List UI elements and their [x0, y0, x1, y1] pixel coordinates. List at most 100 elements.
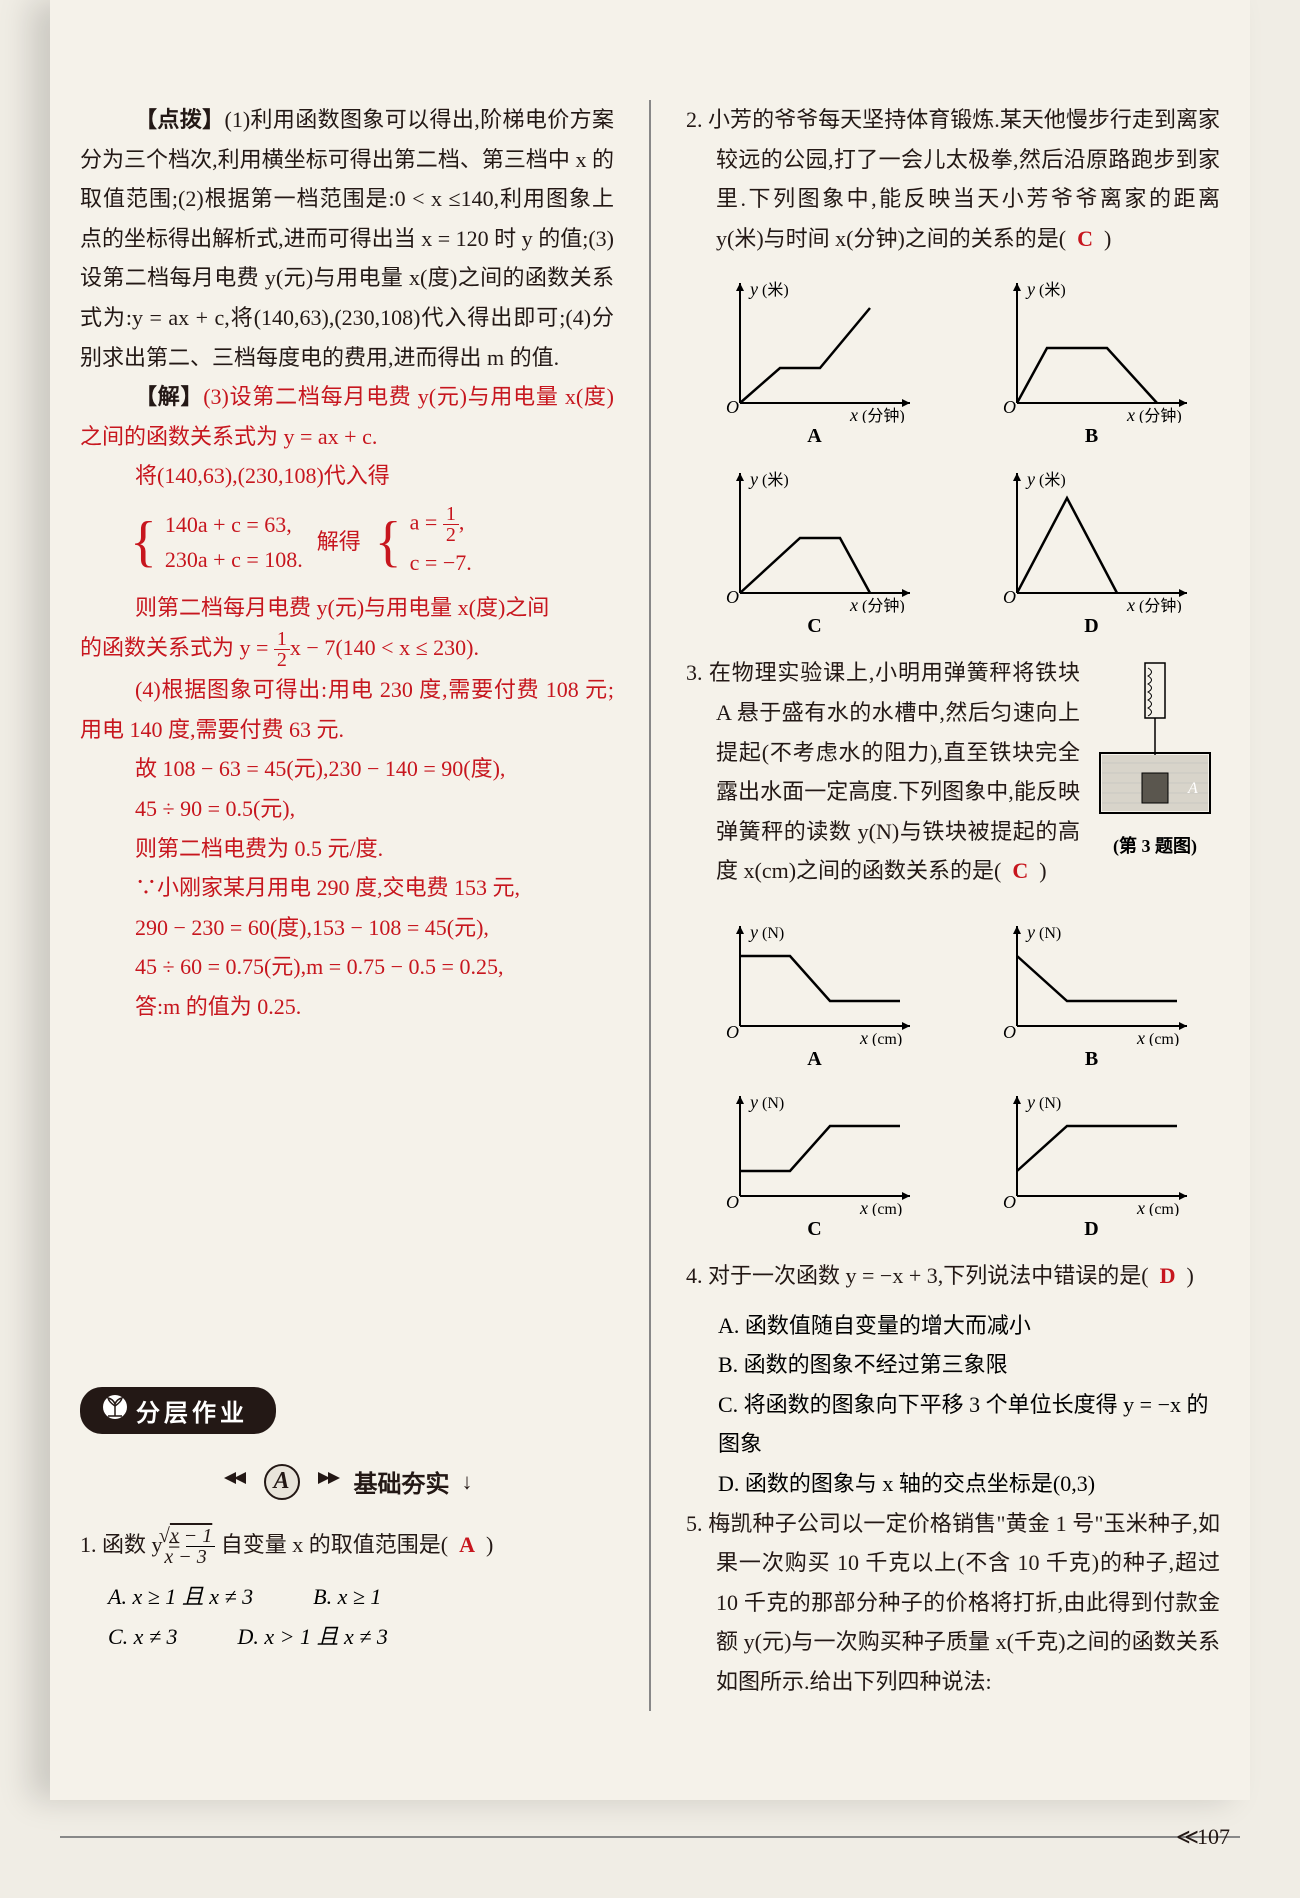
- q3-label-d: D: [987, 1218, 1197, 1241]
- label-d-2: D: [987, 615, 1197, 638]
- dianbao-paragraph: 【点拨】(1)利用函数图象可以得出,阶梯电价方案分为三个档次,利用横坐标可得出第…: [80, 100, 614, 377]
- svg-text:y: y: [1025, 922, 1035, 942]
- svg-text:y: y: [748, 922, 758, 942]
- section-header: 分层作业: [80, 1387, 614, 1434]
- svg-text:x: x: [859, 1028, 868, 1046]
- jie-part1: 【解】(3)设第二档每月电费 y(元)与用电量 x(度)之间的函数关系式为 y …: [80, 377, 614, 456]
- dianbao-label: 【点拨】: [135, 107, 225, 132]
- q3-figure: A (第 3 题图): [1090, 658, 1220, 858]
- svg-text:(cm): (cm): [872, 1031, 902, 1046]
- svg-text:(N): (N): [762, 1095, 784, 1112]
- q3-graphs-row1: O y(N) x(cm) A O y(N) x(c: [686, 916, 1220, 1071]
- section-title: 分层作业: [136, 1393, 248, 1428]
- solve-word: 解得: [317, 522, 361, 562]
- jie-calc7: 答:m 的值为 0.25.: [80, 987, 614, 1027]
- q4-opt-d: D. 函数的图象与 x 轴的交点坐标是(0,3): [718, 1464, 1220, 1504]
- q4-opt-c: C. 将函数的图象向下平移 3 个单位长度得 y = −x 的图象: [718, 1385, 1220, 1464]
- double-arrow-left-icon: [222, 1468, 252, 1495]
- svg-text:y: y: [748, 1092, 758, 1112]
- two-columns: 【点拨】(1)利用函数图象可以得出,阶梯电价方案分为三个档次,利用横坐标可得出第…: [80, 100, 1220, 1711]
- svg-text:A: A: [1187, 780, 1198, 797]
- jie-calc3: 则第二档电费为 0.5 元/度.: [80, 829, 614, 869]
- double-arrow-right-icon: [312, 1468, 342, 1495]
- svg-text:(cm): (cm): [1149, 1201, 1179, 1216]
- jie-line2: 将(140,63),(230,108)代入得: [80, 456, 614, 496]
- q3-graph-d: O y(N) x(cm) D: [987, 1086, 1197, 1241]
- q3-label-c: C: [710, 1218, 920, 1241]
- svg-text:(cm): (cm): [872, 1201, 902, 1216]
- label-a: A: [710, 425, 920, 448]
- svg-text:(N): (N): [762, 925, 784, 942]
- svg-text:O: O: [726, 1192, 739, 1212]
- footer-divider: [60, 1836, 1240, 1838]
- dianbao-text: (1)利用函数图象可以得出,阶梯电价方案分为三个档次,利用横坐标可得出第二档、第…: [80, 107, 614, 370]
- q4-answer: D: [1160, 1263, 1176, 1288]
- svg-text:(米): (米): [1039, 281, 1066, 299]
- svg-text:x: x: [1126, 405, 1135, 423]
- q3-graph-b: O y(N) x(cm) B: [987, 916, 1197, 1071]
- q1-answer: A: [459, 1532, 475, 1557]
- q1-opt-a: A. x ≥ 1 且 x ≠ 3: [108, 1577, 253, 1617]
- question-1: 1. 函数 y = √x − 1 x − 3 自变量 x 的取值范围是( A ): [80, 1525, 614, 1567]
- q3-graph-a: O y(N) x (cm) A: [710, 916, 920, 1071]
- eq-lines-2: a = 1 2 , c = −7.: [410, 504, 472, 580]
- jie-calc5: 290 − 230 = 60(度),153 − 108 = 45(元),: [80, 908, 614, 948]
- q3-answer: C: [1012, 858, 1028, 883]
- sub-header: A 基础夯实 ↓: [80, 1464, 614, 1500]
- svg-text:x: x: [1136, 1028, 1145, 1046]
- q1-fraction: √x − 1 x − 3: [186, 1526, 215, 1567]
- left-column: 【点拨】(1)利用函数图象可以得出,阶梯电价方案分为三个档次,利用横坐标可得出第…: [80, 100, 624, 1711]
- circled-a: A: [264, 1464, 300, 1500]
- sub-title: 基础夯实: [354, 1464, 450, 1499]
- eq-lines-1: 140a + c = 63, 230a + c = 108.: [165, 507, 303, 577]
- q2-graph-b: O y(米) x(分钟) B: [987, 273, 1197, 448]
- svg-text:x: x: [859, 1198, 868, 1216]
- equation-system: { 140a + c = 63, 230a + c = 108. 解得 { a …: [130, 504, 614, 580]
- question-4: 4. 对于一次函数 y = −x + 3,下列说法中错误的是( D ): [686, 1256, 1220, 1296]
- svg-text:y: y: [1025, 469, 1035, 489]
- page-number: ≪107: [1176, 1824, 1230, 1850]
- q4-options: A. 函数值随自变量的增大而减小 B. 函数的图象不经过第三象限 C. 将函数的…: [686, 1306, 1220, 1504]
- sprout-icon: [102, 1394, 128, 1427]
- question-3-wrap: A (第 3 题图) 3. 在物理实验课上,小明用弹簧秤将铁块 A 悬于盛有水的…: [686, 653, 1220, 901]
- label-c-2: C: [710, 615, 920, 638]
- jie-part3: (4)根据图象可得出:用电 230 度,需要付费 108 元;用电 140 度,…: [80, 670, 614, 749]
- question-2: 2. 小芳的爷爷每天坚持体育锻炼.某天他慢步行走到离家较远的公园,打了一会儿太极…: [686, 100, 1220, 258]
- jie-calc6: 45 ÷ 60 = 0.75(元),m = 0.75 − 0.5 = 0.25,: [80, 947, 614, 987]
- right-column: 2. 小芳的爷爷每天坚持体育锻炼.某天他慢步行走到离家较远的公园,打了一会儿太极…: [676, 100, 1220, 1711]
- jie-part2b: 的函数关系式为 y = 1 2 x − 7(140 < x ≤ 230).: [80, 628, 614, 670]
- svg-text:x: x: [1136, 1198, 1145, 1216]
- q3-graph-c: O y(N) x (cm) C: [710, 1086, 920, 1241]
- svg-text:O: O: [726, 587, 739, 607]
- q3-label-b: B: [987, 1048, 1197, 1071]
- frac-half: 1 2: [443, 504, 459, 545]
- down-arrow-icon: ↓: [462, 1469, 473, 1495]
- svg-text:(N): (N): [1039, 1095, 1061, 1112]
- jie-part2: 则第二档每月电费 y(元)与用电量 x(度)之间: [80, 588, 614, 628]
- svg-text:O: O: [726, 1022, 739, 1042]
- svg-text:(米): (米): [1039, 471, 1066, 489]
- page-arrows-icon: ≪: [1176, 1824, 1197, 1849]
- q3-label-a: A: [710, 1048, 920, 1071]
- svg-text:x: x: [849, 405, 858, 423]
- q1-options-1: A. x ≥ 1 且 x ≠ 3 B. x ≥ 1: [80, 1577, 614, 1617]
- frac-half-2: 1 2: [274, 629, 290, 670]
- left-brace-1: {: [130, 514, 157, 570]
- svg-text:x: x: [1126, 595, 1135, 613]
- spacer: [80, 1027, 614, 1347]
- column-divider: [649, 100, 651, 1711]
- section-badge: 分层作业: [80, 1387, 276, 1434]
- jie-label: 【解】: [135, 384, 203, 409]
- svg-text:x: x: [849, 595, 858, 613]
- q3-graphs-row2: O y(N) x(cm) C O y(N) x(c: [686, 1086, 1220, 1241]
- svg-text:y: y: [1025, 279, 1035, 299]
- jie-calc4: ∵小刚家某月用电 290 度,交电费 153 元,: [80, 868, 614, 908]
- svg-text:O: O: [1003, 1192, 1016, 1212]
- svg-text:(分钟): (分钟): [1139, 407, 1182, 423]
- q2-answer: C: [1077, 226, 1093, 251]
- q4-opt-b: B. 函数的图象不经过第三象限: [718, 1345, 1220, 1385]
- jie-calc2: 45 ÷ 90 = 0.5(元),: [80, 789, 614, 829]
- q2-graphs-row2: O y(米) x(分钟) C O y(米) x(分: [686, 463, 1220, 638]
- svg-text:(分钟): (分钟): [862, 597, 905, 613]
- svg-text:(分钟): (分钟): [1139, 597, 1182, 613]
